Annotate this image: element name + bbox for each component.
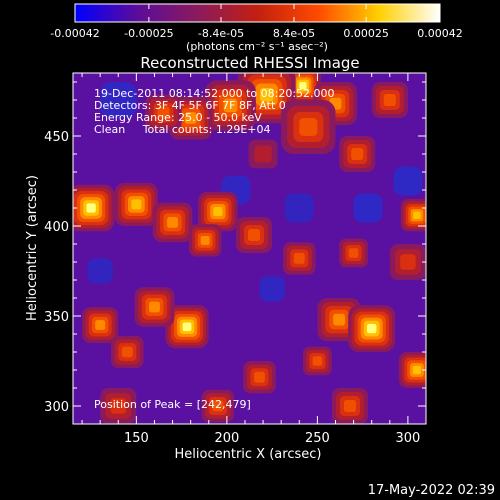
x-tick-label: 250	[305, 431, 330, 446]
heatmap-blob	[212, 400, 224, 412]
heatmap-dip	[100, 82, 137, 118]
heatmap-blob	[200, 235, 210, 245]
heatmap-dip	[259, 276, 285, 302]
x-tick-label: 200	[214, 431, 239, 446]
annotation-time-range: 19-Dec-2011 08:14:52.000 to 08:20:52.000	[94, 87, 335, 100]
y-tick-label: 450	[44, 130, 69, 145]
heatmap-blob	[247, 229, 261, 241]
heatmap-blob	[95, 320, 106, 330]
heatmap-blob	[121, 346, 133, 358]
x-tick-label: 300	[395, 431, 420, 446]
heatmap-blob	[333, 313, 346, 326]
colorbar-tick-label: -0.00025	[124, 27, 173, 40]
heatmap-blob	[343, 400, 357, 412]
heatmap-blob	[366, 323, 377, 334]
heatmap-blob	[110, 398, 127, 414]
heatmap-dip	[284, 193, 314, 223]
colorbar-gradient	[74, 3, 441, 23]
heatmap-blob	[412, 365, 422, 375]
chart-title: Reconstructed RHESSI Image	[140, 54, 359, 72]
y-tick-label: 300	[44, 400, 69, 415]
y-tick-label: 400	[44, 220, 69, 235]
colorbar-tick-label: 8.4e-05	[273, 27, 315, 40]
heatmap-blob	[299, 82, 307, 90]
peak-position-label: Position of Peak = [242,479]	[94, 398, 251, 411]
heatmap-blob	[351, 148, 364, 160]
footer-timestamp: 17-May-2022 02:39	[368, 483, 495, 498]
heatmap-dip	[353, 193, 383, 223]
heatmap-blob	[293, 253, 305, 264]
colorbar-ticks: -0.00042 -0.00025 -8.4e-05 8.4e-05 0.00025 0.…	[50, 4, 463, 40]
heatmap-blob	[254, 145, 272, 163]
colorbar-tick-label: 0.00042	[417, 27, 463, 40]
heatmap-blob	[383, 94, 396, 106]
colorbar: -0.00042 -0.00025 -8.4e-05 8.4e-05 0.00025 0.…	[50, 3, 463, 53]
heatmap-blob	[167, 217, 178, 228]
x-tick-label: 150	[124, 431, 149, 446]
heatmap-dip	[393, 166, 423, 196]
heatmap-blob	[348, 248, 359, 258]
heatmap-image	[73, 73, 426, 424]
colorbar-tick-label: -8.4e-05	[198, 27, 244, 40]
annotation-clean-counts: Clean Total counts: 1.29E+04	[94, 123, 271, 136]
colorbar-units-label: (photons cm⁻² s⁻¹ asec⁻²)	[186, 40, 328, 53]
annotation-block: 19-Dec-2011 08:14:52.000 to 08:20:52.000…	[94, 87, 335, 136]
heatmap-blob	[157, 106, 170, 119]
colorbar-tick-label: -0.00042	[50, 27, 99, 40]
heatmap-blob	[413, 211, 421, 219]
heatmap-blobs	[73, 73, 426, 424]
axes: 150 200 250 300 300 350 400 450	[44, 73, 427, 446]
plot-frame	[72, 72, 427, 425]
heatmap-dip	[87, 258, 113, 284]
y-axis-label: Heliocentric Y (arcsec)	[25, 175, 40, 321]
heatmap-blob	[149, 301, 160, 313]
heatmap-blob	[312, 356, 323, 366]
y-tick-label: 350	[44, 310, 69, 325]
heatmap-blob	[86, 203, 96, 213]
heatmap-blob	[223, 98, 238, 113]
heatmap-blob	[184, 112, 197, 124]
colorbar-tick-label: 0.00025	[343, 27, 389, 40]
annotation-energy-range: Energy Range: 25.0 - 50.0 keV	[94, 111, 262, 124]
heatmap-blob	[213, 207, 223, 217]
annotation-detectors: Detectors: 3F 4F 5F 6F 7F 8F, Att 0	[94, 99, 286, 112]
x-axis-label: Heliocentric X (arcsec)	[175, 447, 322, 462]
heatmap-blob	[131, 199, 142, 210]
heatmap-blob	[400, 254, 416, 270]
heatmap-blob	[254, 371, 265, 383]
heatmap-blob	[182, 322, 192, 332]
heatmap-blob	[299, 118, 318, 136]
heatmap-blob	[260, 87, 274, 102]
